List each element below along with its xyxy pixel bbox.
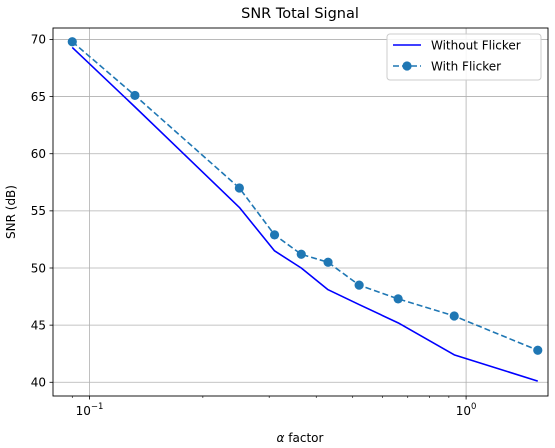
plot-frame	[52, 27, 549, 397]
data-point-with-flicker	[354, 280, 364, 290]
x-tick-label-exponent: −1	[91, 402, 104, 412]
data-point-with-flicker	[449, 311, 459, 321]
data-point-with-flicker	[533, 345, 543, 355]
data-point-with-flicker	[323, 257, 333, 267]
x-axis-label-text: factor	[284, 431, 323, 445]
y-tick-label: 45	[31, 318, 46, 332]
data-series	[67, 37, 543, 382]
y-tick-label: 55	[31, 204, 46, 218]
legend-label-without-flicker: Without Flicker	[431, 39, 521, 53]
legend: Without Flicker With Flicker	[386, 33, 542, 81]
legend-box	[386, 33, 542, 81]
x-tick-label-base: 10	[456, 404, 471, 418]
data-point-with-flicker	[130, 90, 140, 101]
plot-background	[53, 28, 548, 396]
y-tick-label: 40	[31, 376, 46, 390]
data-point-with-flicker	[234, 183, 244, 193]
y-tick-label: 60	[31, 147, 46, 161]
x-tick-label: 10−1	[76, 402, 104, 418]
chart-title: SNR Total Signal	[241, 6, 359, 22]
y-tick-label: 70	[31, 33, 46, 47]
x-tick-label-base: 10	[76, 404, 91, 418]
legend-marker-with-flicker	[402, 61, 412, 71]
series-line-with-flicker	[71, 41, 539, 352]
y-axis-label: SNR (dB)	[4, 185, 18, 239]
data-point-with-flicker	[393, 294, 403, 304]
legend-label-with-flicker: With Flicker	[431, 60, 501, 74]
x-tick-label: 100	[456, 402, 477, 418]
x-axis-label: α factor	[277, 431, 324, 445]
x-tick-label-exponent: 0	[471, 402, 476, 412]
y-tick-label: 50	[31, 261, 46, 275]
y-tick-label: 65	[31, 90, 46, 104]
data-point-with-flicker	[296, 249, 306, 259]
data-point-with-flicker	[269, 230, 280, 240]
data-point-with-flicker	[67, 37, 77, 47]
x-axis-label-symbol: α	[277, 431, 285, 445]
series-line-without-flicker	[71, 46, 539, 382]
